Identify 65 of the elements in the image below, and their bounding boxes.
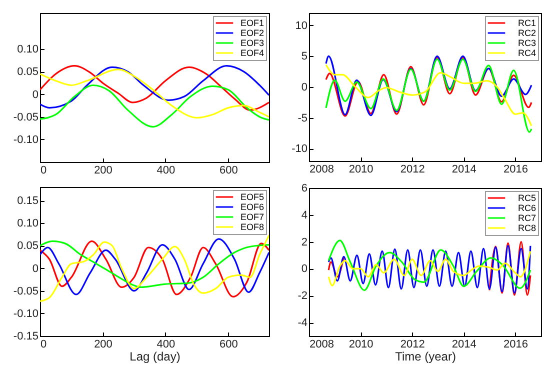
legend-label: RC4 xyxy=(518,48,536,58)
line-series xyxy=(328,250,532,286)
x-tick-label: 400 xyxy=(156,338,176,350)
x-tick-label: 2016 xyxy=(503,164,528,176)
legend-label: RC7 xyxy=(518,213,536,223)
legend-label: EOF5 xyxy=(240,192,264,202)
line-series xyxy=(325,58,532,133)
y-tick-label: 0.10 xyxy=(17,44,38,56)
x-tick-label: 2014 xyxy=(452,338,476,350)
y-tick-label: -4 xyxy=(298,317,308,330)
y-tick-label: 4 xyxy=(301,209,308,222)
legend-label: RC3 xyxy=(518,38,536,48)
y-tick-label: 6 xyxy=(301,182,308,194)
legend-label: RC6 xyxy=(518,203,536,213)
line-series xyxy=(40,84,269,128)
x-tick-label: 2016 xyxy=(503,338,528,350)
y-tick-label: -0.05 xyxy=(13,285,38,298)
y-tick-label: -10 xyxy=(292,143,308,156)
x-tick-label: 0 xyxy=(40,164,47,176)
line-series xyxy=(325,64,532,127)
y-tick-label: 0 xyxy=(32,88,38,101)
x-tick-label: 2014 xyxy=(452,164,476,176)
y-tick-label: 10 xyxy=(295,20,308,32)
legend-label: EOF8 xyxy=(240,222,264,232)
x-tick-label: 2010 xyxy=(348,338,374,350)
x-tick-label: 2012 xyxy=(400,164,425,176)
y-tick-label: -2 xyxy=(298,290,308,302)
x-tick-label: 200 xyxy=(94,164,112,176)
y-tick-label: -0.10 xyxy=(13,134,38,146)
line-series xyxy=(40,68,269,119)
line-series xyxy=(40,240,269,288)
x-tick-label: 400 xyxy=(156,164,176,176)
legend-label: RC2 xyxy=(518,28,536,38)
y-tick-label: 0 xyxy=(301,263,308,276)
y-tick-label: 0.05 xyxy=(17,66,38,78)
y-tick-label: 5 xyxy=(301,50,308,63)
y-tick-label: -5 xyxy=(298,112,308,124)
legend-label: EOF2 xyxy=(240,28,264,38)
legend-label: EOF4 xyxy=(240,48,264,58)
x-tick-label: 600 xyxy=(220,338,238,350)
x-tick-label: 600 xyxy=(220,164,238,176)
y-tick-label: 0.10 xyxy=(17,218,38,230)
x-tick-label: 200 xyxy=(94,338,112,350)
legend-label: RC8 xyxy=(518,223,536,233)
legend-label: EOF7 xyxy=(240,212,264,222)
legend-label: RC5 xyxy=(518,193,536,203)
x-tick-label: 2008 xyxy=(310,338,334,350)
x-tick-label: 2012 xyxy=(400,338,425,350)
x-axis-title: Lag (day) xyxy=(130,350,180,364)
y-tick-label: -0.05 xyxy=(13,111,38,124)
x-tick-label: 2010 xyxy=(348,164,374,176)
x-tick-label: 2008 xyxy=(310,164,334,176)
y-tick-label: -0.10 xyxy=(13,308,38,320)
y-tick-label: 0 xyxy=(32,262,38,275)
legend-label: EOF3 xyxy=(240,38,264,48)
legend-label: RC1 xyxy=(518,18,536,28)
y-tick-label: 2 xyxy=(301,236,308,248)
x-tick-label: 0 xyxy=(40,338,47,350)
legend-label: EOF1 xyxy=(240,18,264,28)
y-tick-label: -0.15 xyxy=(13,330,38,342)
y-tick-label: 0 xyxy=(301,82,308,94)
x-axis-title: Time (year) xyxy=(395,350,456,364)
y-tick-label: 0.15 xyxy=(17,195,38,208)
legend-label: EOF6 xyxy=(240,202,264,212)
y-tick-label: 0.05 xyxy=(17,240,38,252)
